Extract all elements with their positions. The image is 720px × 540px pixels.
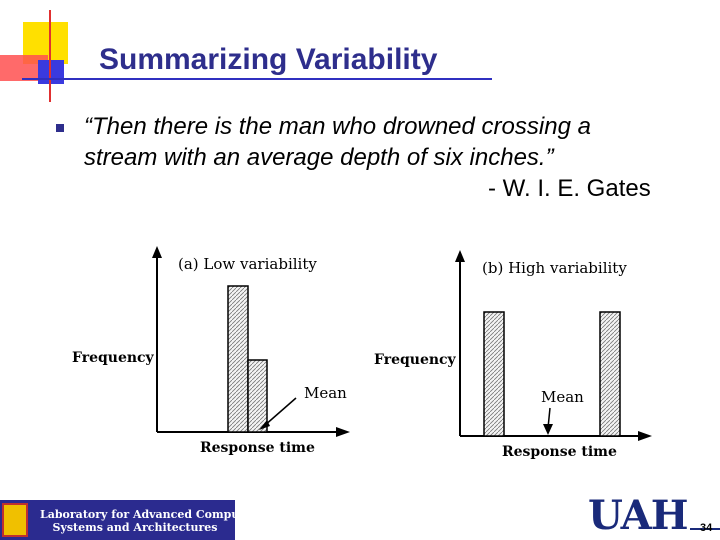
mean-arrowhead (543, 424, 553, 435)
decor-vertical-line (49, 10, 51, 102)
quote-line-1: “Then there is the man who drowned cross… (84, 113, 591, 140)
lab-logo-banner: Laboratory for Advanced Computer Systems… (0, 500, 258, 540)
x-axis-label: Response time (200, 440, 315, 456)
x-axis-label: Response time (502, 444, 617, 460)
slide-title: Summarizing Variability (99, 43, 438, 76)
lab-name-line-2: Systems and Architectures (52, 521, 218, 534)
y-axis-label: Frequency (72, 350, 155, 366)
uah-logo: UAH (588, 492, 688, 539)
page-number: 34 (700, 522, 713, 534)
mean-label: Mean (541, 388, 584, 406)
quote-attribution: - W. I. E. Gates (488, 175, 651, 202)
bar (227, 285, 249, 433)
chart-label: (a) Low variability (178, 255, 317, 273)
y-axis-label: Frequency (374, 352, 457, 368)
y-axis-arrow (455, 250, 465, 262)
title-underline (22, 78, 492, 80)
x-axis-arrow (638, 431, 652, 441)
chart-high-variability: (b) High variability Frequency Response … (374, 250, 652, 460)
mean-label: Mean (304, 384, 347, 402)
quote-line-2: stream with an average depth of six inch… (84, 144, 554, 171)
lab-name-line-1: Laboratory for Advanced Computer (40, 508, 258, 521)
uah-logo-bar (690, 528, 720, 530)
x-axis-arrow (336, 427, 350, 437)
chart-label: (b) High variability (482, 259, 627, 277)
bullet-square-icon (56, 124, 64, 132)
mean-arrow (263, 397, 297, 427)
bar (483, 311, 505, 437)
y-axis-arrow (152, 246, 162, 258)
decor-blue-block (38, 60, 64, 84)
bar (599, 311, 621, 437)
mean-arrowhead (259, 420, 270, 430)
chart-low-variability: (a) Low variability Frequency Response t… (72, 246, 350, 456)
lab-logo-icon (2, 503, 28, 537)
bar (247, 359, 268, 433)
